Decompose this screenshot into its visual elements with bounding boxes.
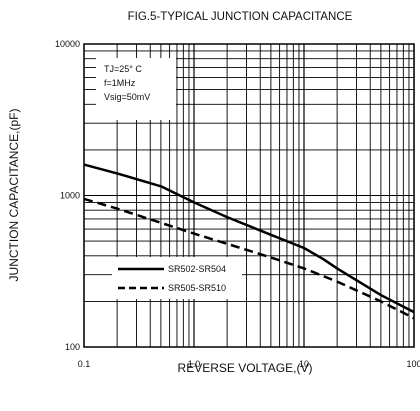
condition-text: TJ=25° C [104,64,142,74]
x-tick-label: 1.0 [188,359,201,369]
x-tick-label: 10 [299,359,309,369]
conditions-box: TJ=25° C f=1MHz Vsig=50mV [96,58,176,120]
y-tick-label: 10000 [55,39,80,49]
y-tick-label: 100 [65,342,80,352]
legend-label: SR502-SR504 [168,264,226,274]
legend-label: SR505-SR510 [168,283,226,293]
x-tick-label: 0.1 [78,359,91,369]
plot-frame [83,43,415,348]
x-tick-label: 100 [406,359,420,369]
condition-text: f=1MHz [104,78,136,88]
y-axis-label: JUNCTION CAPACITANCE,(pF) [7,109,21,282]
conditions-background [96,58,176,120]
series-line [83,197,415,320]
chart-title: FIG.5-TYPICAL JUNCTION CAPACITANCE [128,11,353,23]
condition-text: Vsig=50mV [104,92,150,102]
x-axis-label: REVERSE VOLTAGE,(V) [178,361,313,375]
legend-background [112,257,242,299]
series-lines [83,163,415,320]
y-tick-label: 1000 [60,191,80,201]
series-line [83,163,415,314]
legend: SR502-SR504 SR505-SR510 [112,257,242,299]
tick-labels: 0.1 1.0 10 100 100 1000 10000 [55,39,420,369]
